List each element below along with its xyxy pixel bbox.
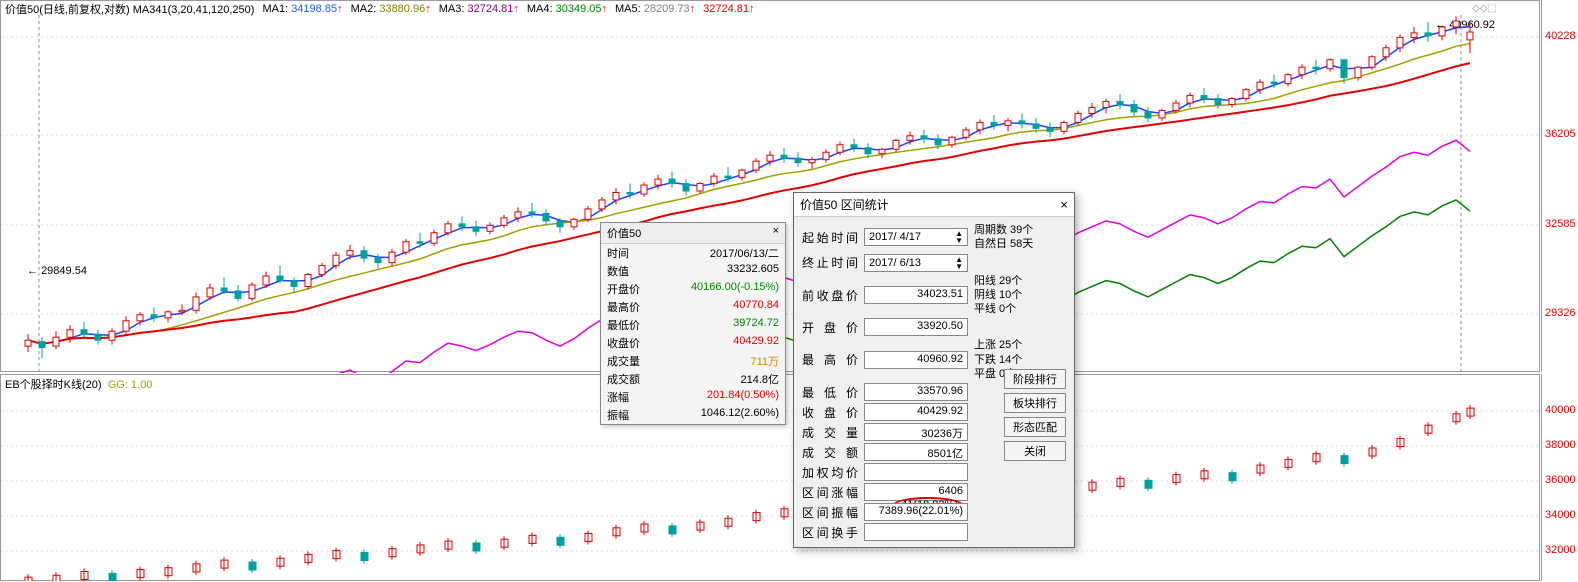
close-icon[interactable]: ×	[1060, 197, 1068, 212]
dialog-label: 起始时间	[802, 229, 858, 246]
tooltip-body: 时间2017/06/13/二数值33232.605开盘价40166.00(-0.…	[601, 244, 785, 424]
dialog-label: 前收盘价	[802, 287, 858, 304]
tooltip-row: 振幅1046.12(2.60%)	[601, 406, 785, 424]
tooltip-row: 数值33232.605	[601, 262, 785, 280]
dialog-title: 价值50 区间统计	[800, 196, 889, 213]
dialog-label: 区间涨幅	[802, 484, 858, 501]
value-box: 40960.92	[864, 351, 968, 369]
close-icon[interactable]: ×	[773, 225, 779, 241]
dialog-label: 加权均价	[802, 464, 858, 481]
sub-chart-header: EB个股择时K线(20) GG: 1.00	[5, 376, 152, 392]
value-box: 6406.41(18.83%)	[864, 483, 968, 501]
dialog-button[interactable]: 形态匹配	[1004, 417, 1066, 437]
price-tooltip[interactable]: 价值50 × 时间2017/06/13/二数值33232.605开盘价40166…	[600, 222, 786, 425]
tooltip-row: 时间2017/06/13/二	[601, 244, 785, 262]
value-box: 8501亿	[864, 443, 968, 461]
tooltip-row: 最高价40770.84	[601, 298, 785, 316]
value-box: 7389.96(22.01%)	[864, 503, 968, 521]
dialog-label: 开盘价	[802, 319, 858, 336]
dialog-label: 成交额	[802, 444, 858, 461]
date-input[interactable]: 2017/ 4/17▲▼	[864, 228, 968, 246]
ma1-label: MA1: 34198.85↑	[262, 3, 342, 15]
tooltip-row: 涨幅201.84(0.50%)	[601, 388, 785, 406]
dialog-label: 区间换手	[802, 524, 858, 541]
value-box	[864, 463, 968, 481]
value-box	[864, 523, 968, 541]
dialog-label: 最高价	[802, 351, 858, 368]
dialog-side: 阳线 29个阴线 10个平线 0个	[974, 274, 1066, 317]
value-box: 33920.50	[864, 318, 968, 336]
value-box: 33570.96	[864, 383, 968, 401]
main-y-axis: 40228362053258529326	[1541, 0, 1578, 372]
dialog-title-bar[interactable]: 价值50 区间统计 ×	[794, 193, 1074, 217]
value-box: 30236万	[864, 423, 968, 441]
dialog-button[interactable]: 板块排行	[1004, 393, 1066, 413]
range-stats-dialog[interactable]: 价值50 区间统计 × 起始时间 2017/ 4/17▲▼ 周期数 39个自然日 5…	[793, 192, 1075, 548]
chart-header: 价值50(日线,前复权,对数) MA341(3,20,41,120,250) M…	[5, 2, 1535, 16]
dialog-side: 周期数 39个自然日 58天	[974, 223, 1066, 252]
tooltip-row: 收盘价40429.92	[601, 334, 785, 352]
chart-tool-icons[interactable]: ◇◇⬚	[1472, 3, 1497, 14]
dialog-label: 终止时间	[802, 254, 858, 271]
dialog-button[interactable]: 阶段排行	[1004, 369, 1066, 389]
dialog-label: 区间振幅	[802, 504, 858, 521]
dialog-label: 最低价	[802, 384, 858, 401]
dialog-label: 收盘价	[802, 404, 858, 421]
ma3-label: MA3: 32724.81↑	[439, 3, 519, 15]
sub-y-axis: 4000038000360003400032000	[1541, 374, 1578, 581]
dialog-button[interactable]: 关闭	[1004, 441, 1066, 461]
dialog-label: 成交量	[802, 424, 858, 441]
ma4-label: MA4: 30349.05↑	[527, 3, 607, 15]
tooltip-row: 成交额214.8亿	[601, 370, 785, 388]
tooltip-title: 价值50	[607, 225, 641, 241]
tooltip-row: 成交量711万	[601, 352, 785, 370]
date-input[interactable]: 2017/ 6/13▲▼	[864, 254, 968, 272]
value-box: 34023.51	[864, 286, 968, 304]
tooltip-row: 最低价39724.72	[601, 316, 785, 334]
value-box: 40429.92	[864, 403, 968, 421]
tooltip-row: 开盘价40166.00(-0.15%)	[601, 280, 785, 298]
ma2-label: MA2: 33880.96↑	[351, 3, 431, 15]
ma5-label: MA5: 28209.73↑	[615, 3, 695, 15]
dialog-buttons: 阶段排行板块排行形态匹配关闭	[1004, 369, 1066, 461]
tooltip-title-bar[interactable]: 价值50 ×	[601, 223, 785, 244]
last-label: 32724.81↑	[703, 3, 754, 15]
